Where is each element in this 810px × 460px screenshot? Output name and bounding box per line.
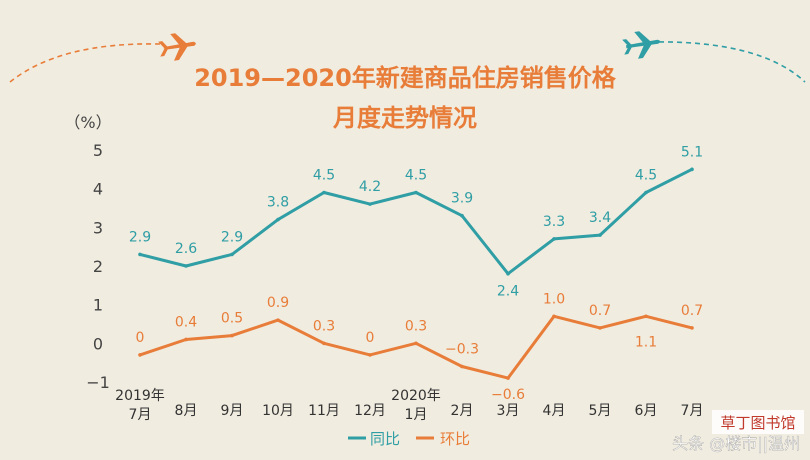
watermark-text: 头条 @楼市||温州: [672, 434, 800, 453]
legend: 同比 环比: [348, 430, 470, 448]
series-lines: [138, 167, 694, 380]
data-point: [460, 213, 464, 218]
data-label: 1.0: [543, 291, 565, 307]
data-label: −0.3: [445, 342, 479, 358]
data-label: 0.7: [681, 303, 703, 319]
left-dashed-arc: [9, 43, 161, 83]
data-point: [138, 252, 142, 257]
data-label: 0.3: [405, 318, 427, 334]
data-label: 0.9: [267, 295, 289, 311]
data-label: 4.5: [635, 168, 657, 184]
data-point: [644, 190, 648, 195]
x-tick-label: 2月: [451, 403, 474, 419]
x-tick-label: 4月: [543, 403, 566, 419]
x-tick-label: 6月: [635, 403, 658, 419]
data-label: 4.5: [313, 168, 335, 184]
data-label: −0.6: [491, 387, 525, 403]
y-tick-label: 2: [93, 257, 103, 276]
data-label: 2.6: [175, 241, 197, 257]
data-point: [506, 271, 510, 276]
x-tick-label: 11月: [308, 403, 340, 419]
data-point: [644, 314, 648, 319]
teal-airplane-icon: [622, 31, 661, 59]
x-axis: 2019年 7月 8月 9月 10月 11月 12月 2020年 1月 2月 3月 4月 5月 6月 7月: [115, 388, 703, 423]
data-label: 0: [136, 330, 145, 346]
data-point: [368, 202, 372, 206]
x-tick-label: 2020年: [391, 388, 441, 404]
watermark-stamp-box: [712, 410, 804, 434]
data-label: 0.3: [313, 318, 335, 334]
data-point: [276, 217, 280, 222]
data-label: 4.2: [359, 179, 381, 195]
x-tick-label: 3月: [497, 403, 520, 419]
y-axis-unit-label: （%）: [64, 113, 111, 132]
y-tick-label: 0: [93, 334, 103, 353]
data-label: 0.4: [175, 314, 197, 330]
data-point: [690, 326, 694, 330]
x-tick-label: 7月: [129, 407, 152, 423]
data-point: [506, 376, 510, 380]
x-tick-label: 8月: [175, 403, 198, 419]
legend-label-mom: 环比: [440, 430, 470, 448]
data-point: [414, 341, 418, 346]
data-label: 1.1: [635, 334, 657, 350]
data-point: [460, 364, 464, 369]
data-label: 2.4: [497, 284, 519, 300]
data-labels: 2.9 2.6 2.9 3.8 4.5 4.2 4.5 3.9 2.4 3.3 3.4 4.5 5.1 0…: [129, 144, 703, 403]
watermark-stamp: 草丁图书馆: [720, 414, 795, 432]
chart-title: 2019—2020年新建商品住房销售价格: [194, 64, 617, 92]
data-label: 3.3: [543, 214, 565, 230]
x-tick-label: 10月: [262, 403, 294, 419]
data-point: [322, 190, 326, 195]
orange-airplane-icon: [158, 33, 196, 61]
data-point: [414, 190, 418, 195]
right-dashed-arc: [649, 41, 806, 83]
data-label: 0.7: [589, 303, 611, 319]
data-point: [690, 167, 694, 172]
x-tick-label: 5月: [589, 403, 612, 419]
data-point: [276, 318, 280, 322]
data-label: 3.8: [267, 195, 289, 211]
data-point: [552, 314, 556, 319]
data-point: [322, 341, 326, 346]
y-tick-label: 3: [93, 218, 103, 237]
legend-label-yoy: 同比: [370, 430, 400, 448]
y-tick-label: 5: [93, 141, 103, 160]
data-point: [230, 252, 234, 257]
data-label: 2.9: [129, 229, 151, 245]
data-point: [598, 233, 602, 237]
x-tick-label: 1月: [405, 407, 428, 423]
x-tick-label: 12月: [354, 403, 386, 419]
data-point: [184, 264, 188, 268]
data-point: [138, 353, 142, 357]
data-point: [598, 326, 602, 330]
chart-subtitle: 月度走势情况: [332, 104, 477, 132]
data-point: [230, 333, 234, 338]
y-tick-label: −1: [86, 373, 110, 392]
data-point: [184, 337, 188, 342]
data-label: 3.4: [589, 210, 611, 226]
data-label: 2.9: [221, 229, 243, 245]
data-point: [552, 237, 556, 241]
data-label: 0: [366, 330, 375, 346]
x-tick-label: 7月: [681, 403, 704, 419]
y-tick-label: 4: [93, 180, 103, 199]
x-tick-label: 9月: [221, 403, 244, 419]
y-tick-label: 1: [93, 296, 103, 315]
data-point: [368, 353, 372, 357]
data-label: 5.1: [681, 144, 703, 160]
y-axis: 5 4 3 2 1 0 −1: [86, 141, 110, 392]
data-label: 4.5: [405, 168, 427, 184]
data-label: 3.9: [451, 191, 473, 207]
watermark: 草丁图书馆 头条 @楼市||温州: [672, 410, 804, 453]
x-tick-label: 2019年: [115, 388, 165, 404]
data-label: 0.5: [221, 311, 243, 327]
